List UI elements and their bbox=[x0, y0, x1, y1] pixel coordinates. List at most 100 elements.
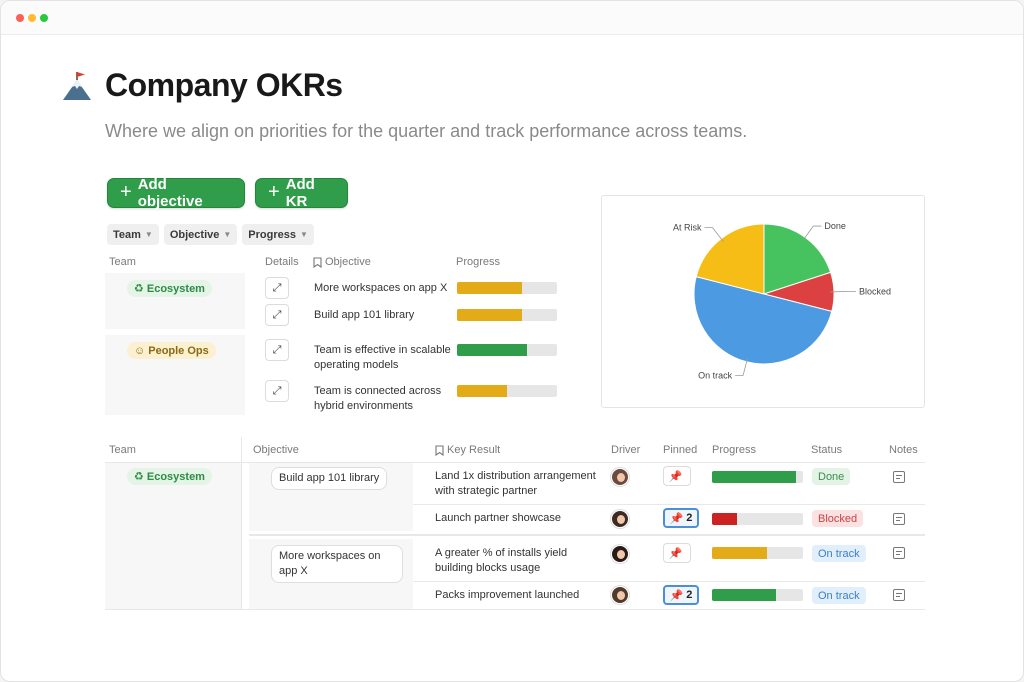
progress-bar bbox=[712, 513, 803, 525]
progress-fill bbox=[457, 344, 527, 356]
expand-details-button[interactable]: ⤢ bbox=[265, 304, 289, 326]
minimize-window-button[interactable] bbox=[28, 14, 36, 22]
pie-label-leader bbox=[735, 357, 748, 376]
plus-icon: + bbox=[120, 181, 132, 203]
team-tag-label: People Ops bbox=[148, 344, 209, 357]
pin-count: 2 bbox=[686, 589, 693, 601]
expand-arrows-icon: ⤢ bbox=[272, 343, 282, 356]
add-objective-label: Add objective bbox=[137, 176, 203, 210]
pushpin-icon: 📌 bbox=[668, 547, 683, 560]
pin-button[interactable]: 📌 2 bbox=[663, 585, 699, 605]
kr-team-group bbox=[105, 463, 241, 609]
filter-label: Team bbox=[113, 228, 141, 241]
expand-details-button[interactable]: ⤢ bbox=[265, 277, 289, 299]
pushpin-icon: 📌 bbox=[669, 589, 684, 602]
notes-icon[interactable] bbox=[893, 547, 905, 559]
pie-label: On track bbox=[698, 370, 733, 380]
objective-pill[interactable]: More workspaces on app X bbox=[271, 545, 403, 583]
team-tag: ♻ Ecosystem bbox=[127, 468, 212, 485]
recycle-icon: ♻ bbox=[134, 283, 144, 295]
pin-button[interactable]: 📌 bbox=[663, 543, 691, 563]
recycle-icon: ♻ bbox=[134, 471, 144, 483]
progress-fill bbox=[712, 589, 776, 601]
objective-cell[interactable]: Team is effective in scalable operating … bbox=[314, 344, 451, 371]
kr-header-progress: Progress bbox=[712, 444, 757, 456]
expand-details-button[interactable]: ⤢ bbox=[265, 380, 289, 402]
kr-header-driver: Driver bbox=[611, 444, 641, 456]
status-badge[interactable]: On track bbox=[812, 545, 866, 562]
key-result-cell[interactable]: A greater % of installs yield building b… bbox=[435, 547, 568, 574]
divider bbox=[413, 504, 925, 505]
driver-avatar[interactable] bbox=[611, 545, 629, 563]
notes-icon[interactable] bbox=[893, 471, 905, 483]
progress-fill bbox=[712, 471, 796, 483]
maximize-window-button[interactable] bbox=[40, 14, 48, 22]
driver-avatar[interactable] bbox=[611, 586, 629, 604]
column-header-progress: Progress bbox=[456, 256, 501, 268]
key-result-cell[interactable]: Launch partner showcase bbox=[435, 512, 561, 524]
notes-icon[interactable] bbox=[893, 513, 905, 525]
filter-objective[interactable]: Objective ▼ bbox=[163, 224, 238, 245]
pie-label-leader bbox=[704, 227, 724, 243]
close-window-button[interactable] bbox=[16, 14, 24, 22]
pin-button[interactable]: 📌 2 bbox=[663, 508, 699, 528]
driver-avatar[interactable] bbox=[611, 510, 629, 528]
pie-label-leader bbox=[829, 290, 856, 293]
status-badge[interactable]: Done bbox=[812, 468, 851, 485]
add-objective-button[interactable]: + Add objective bbox=[107, 176, 245, 210]
expand-arrows-icon: ⤢ bbox=[272, 308, 282, 321]
page-title: Company OKRs bbox=[105, 67, 343, 103]
bookmark-icon bbox=[313, 256, 322, 268]
objective-cell[interactable]: More workspaces on app X bbox=[314, 282, 448, 294]
pushpin-icon: 📌 bbox=[669, 512, 684, 525]
progress-bar bbox=[457, 344, 557, 356]
kr-header-team: Team bbox=[109, 444, 136, 456]
filter-label: Objective bbox=[169, 228, 220, 241]
objective-cell: Team is connected across hybrid environm… bbox=[314, 385, 442, 412]
notes-icon[interactable] bbox=[893, 589, 905, 601]
progress-fill bbox=[457, 385, 507, 397]
kr-header-notes: Notes bbox=[889, 444, 918, 456]
key-result-cell[interactable]: Packs improvement launched bbox=[435, 589, 580, 601]
status-pie-chart-card: Done Blocked On track At Risk bbox=[601, 195, 925, 408]
pie-label: Done bbox=[824, 221, 846, 231]
driver-avatar[interactable] bbox=[611, 468, 629, 486]
kr-header-status: Status bbox=[811, 444, 843, 456]
progress-bar bbox=[712, 471, 803, 483]
progress-fill bbox=[712, 547, 767, 559]
chevron-down-icon: ▼ bbox=[144, 230, 153, 239]
filter-progress[interactable]: Progress ▼ bbox=[242, 224, 314, 245]
expand-details-button[interactable]: ⤢ bbox=[265, 339, 289, 361]
add-kr-label: Add KR bbox=[285, 176, 315, 210]
chevron-down-icon: ▼ bbox=[223, 230, 232, 239]
progress-bar bbox=[457, 282, 557, 294]
objective-pill[interactable]: Build app 101 library bbox=[271, 467, 388, 490]
avatar-face bbox=[617, 515, 625, 524]
avatar-face bbox=[617, 550, 625, 559]
kr-header-key-result: Key Result bbox=[435, 444, 500, 456]
status-pie-chart: Done Blocked On track At Risk bbox=[673, 221, 891, 380]
status-badge[interactable]: Blocked bbox=[812, 510, 864, 527]
kr-header-objective: Objective bbox=[253, 444, 299, 456]
column-header-team: Team bbox=[109, 256, 136, 268]
divider bbox=[249, 534, 925, 536]
column-header-objective-label: Objective bbox=[325, 256, 371, 268]
filter-team[interactable]: Team ▼ bbox=[107, 224, 159, 245]
status-badge[interactable]: On track bbox=[812, 587, 866, 604]
key-result-cell[interactable]: Land 1x distribution arrangement with st… bbox=[435, 470, 596, 497]
people-icon: ☺ bbox=[134, 344, 146, 357]
kr-header-key-result-label: Key Result bbox=[447, 444, 501, 456]
objective-cell[interactable]: Build app 101 library bbox=[314, 309, 415, 321]
pushpin-icon: 📌 bbox=[668, 470, 683, 483]
pie-label: At Risk bbox=[673, 223, 702, 233]
pin-button[interactable]: 📌 bbox=[663, 466, 691, 486]
add-kr-button[interactable]: + Add KR bbox=[255, 176, 348, 210]
progress-bar bbox=[712, 589, 803, 601]
divider bbox=[105, 609, 925, 610]
team-tag-label: Ecosystem bbox=[146, 282, 205, 295]
progress-fill bbox=[712, 513, 738, 525]
page-header: Company OKRs bbox=[61, 67, 343, 104]
filter-bar: Team ▼ Objective ▼ Progress ▼ bbox=[107, 224, 314, 245]
kr-header-pinned: Pinned bbox=[663, 444, 698, 456]
